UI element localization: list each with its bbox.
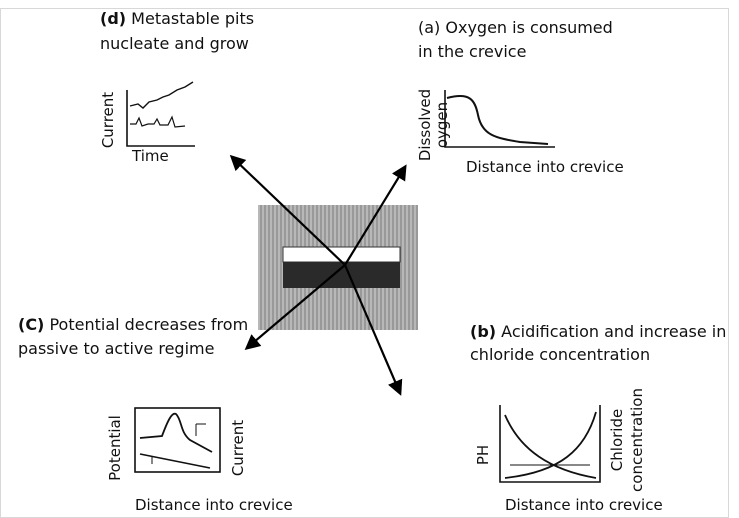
caption-b: chloride concentration <box>470 345 650 364</box>
y2-label: concentration <box>628 388 646 492</box>
caption-c: passive to active regime <box>18 339 214 358</box>
x-label: Distance into crevice <box>505 496 663 514</box>
text: (b) <box>470 322 496 341</box>
caption-a: (a) Oxygen is consumed <box>418 18 613 37</box>
crevice-image <box>258 205 418 330</box>
text: Metastable pits <box>131 9 254 28</box>
y-label: oygen <box>433 102 451 148</box>
y-label: Potential <box>106 415 124 481</box>
text: (a) <box>418 18 440 37</box>
y-label: Dissolved <box>416 89 434 161</box>
graph-c: Potential Current Distance into crevice <box>106 407 293 514</box>
graph-d: Current Time <box>99 81 195 165</box>
caption-d: (d) Metastable pits <box>100 9 254 28</box>
y2-label: Current <box>229 420 247 476</box>
text: Potential decreases from <box>49 315 248 334</box>
caption-c: (C) Potential decreases from <box>18 315 248 334</box>
graph-b: PH Chloride concentration Distance into … <box>474 388 663 514</box>
caption-b: (b) Acidification and increase in <box>470 322 726 341</box>
caption-d: nucleate and grow <box>100 34 249 53</box>
y2-label: Chloride <box>608 409 626 471</box>
text: Oxygen is consumed <box>445 18 612 37</box>
text: Acidification and increase in <box>501 322 726 341</box>
x-label: Distance into crevice <box>135 496 293 514</box>
arrows <box>229 154 407 396</box>
y-label: PH <box>474 445 492 465</box>
caption-a: in the crevice <box>418 42 526 61</box>
graph-a: Dissolved oygen Distance into crevice <box>416 89 624 176</box>
text: (C) <box>18 315 44 334</box>
x-label: Distance into crevice <box>466 158 624 176</box>
text: (d) <box>100 9 126 28</box>
y-label: Current <box>99 92 117 148</box>
x-label: Time <box>131 147 169 165</box>
